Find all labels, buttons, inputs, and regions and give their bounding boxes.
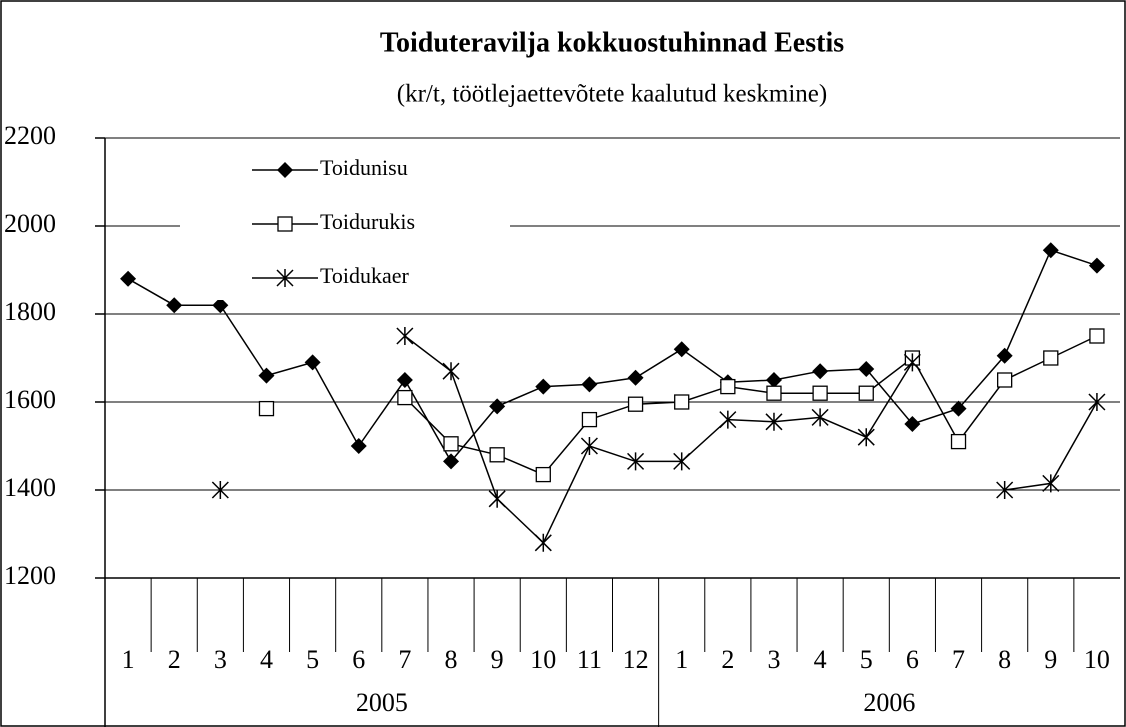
- point: [212, 297, 229, 314]
- point: [765, 372, 782, 388]
- x-tick-label: 2: [168, 645, 181, 674]
- x-tick-label: 8: [445, 645, 458, 674]
- legend-label: Toidukaer: [320, 263, 410, 288]
- legend-label: Toidurukis: [320, 209, 415, 234]
- point: [673, 341, 690, 358]
- point: [1042, 474, 1060, 493]
- x-tick-label: 8: [998, 645, 1011, 674]
- point: [166, 297, 183, 314]
- point: [904, 416, 921, 432]
- y-tick-label: 1600: [4, 385, 56, 414]
- point: [812, 363, 829, 380]
- x-tick-label: 5: [306, 645, 319, 674]
- x-tick-label: 11: [577, 645, 602, 674]
- point: [443, 453, 460, 470]
- y-tick-label: 2200: [4, 121, 56, 150]
- point: [950, 433, 967, 450]
- point: [627, 396, 644, 412]
- point: [950, 400, 967, 417]
- year-label: 2005: [356, 688, 408, 717]
- point: [627, 369, 644, 386]
- point: [396, 372, 413, 388]
- point: [1089, 328, 1105, 344]
- point: [812, 385, 828, 401]
- x-tick-label: 3: [767, 645, 780, 674]
- point: [858, 361, 875, 377]
- x-tick-label: 6: [352, 645, 365, 674]
- y-tick-label: 1800: [4, 297, 56, 326]
- x-tick-label: 12: [623, 645, 649, 674]
- series-line: [127, 249, 1098, 463]
- point: [397, 389, 413, 406]
- point: [258, 367, 275, 384]
- point: [719, 410, 737, 429]
- point: [996, 481, 1014, 499]
- x-tick-label: 9: [491, 645, 504, 674]
- point: [443, 436, 459, 452]
- x-tick-label: 2: [721, 645, 734, 674]
- point: [720, 378, 736, 395]
- point: [489, 398, 506, 415]
- point: [258, 400, 275, 417]
- point: [211, 481, 229, 499]
- point: [996, 347, 1013, 364]
- point: [857, 428, 875, 447]
- point: [674, 394, 690, 410]
- point: [1088, 257, 1105, 274]
- point: [581, 376, 598, 393]
- chart-subtitle: (kr/t, töötlejaettevõtete kaalutud keskm…: [397, 81, 827, 108]
- point: [304, 354, 321, 371]
- x-tick-label: 6: [906, 645, 919, 674]
- point: [627, 452, 645, 471]
- x-tick-label: 7: [398, 645, 411, 674]
- point: [535, 378, 552, 395]
- point: [1088, 393, 1106, 411]
- point: [858, 385, 874, 401]
- x-tick-label: 7: [952, 645, 965, 674]
- point: [673, 452, 691, 471]
- point: [396, 327, 414, 345]
- point: [1042, 242, 1059, 259]
- point: [581, 411, 598, 428]
- x-tick-label: 10: [530, 645, 556, 674]
- point: [766, 385, 782, 401]
- point: [488, 489, 506, 508]
- point: [765, 412, 783, 431]
- series-line: [404, 335, 1098, 476]
- x-tick-label: 1: [675, 645, 688, 674]
- point: [903, 353, 921, 372]
- point: [997, 372, 1013, 388]
- x-tick-label: 3: [214, 645, 227, 674]
- y-tick-label: 1200: [4, 561, 56, 590]
- legend-background: [180, 150, 510, 300]
- x-tick-label: 10: [1084, 645, 1110, 674]
- point: [534, 533, 552, 552]
- x-tick-label: 4: [260, 645, 273, 674]
- point: [489, 447, 505, 463]
- point: [350, 438, 367, 454]
- x-tick-label: 1: [122, 645, 135, 674]
- point: [277, 216, 293, 232]
- point: [276, 269, 294, 287]
- point: [277, 162, 293, 178]
- point: [535, 466, 551, 483]
- legend-label: Toidunisu: [320, 155, 408, 180]
- point: [580, 437, 598, 455]
- point: [811, 408, 829, 427]
- x-tick-label: 9: [1044, 645, 1057, 674]
- year-label: 2006: [863, 688, 915, 717]
- y-tick-label: 2000: [4, 209, 56, 238]
- chart-title: Toiduteravilja kokkuostuhinnad Eestis: [380, 27, 844, 58]
- x-tick-label: 4: [814, 645, 827, 674]
- point: [1043, 350, 1059, 366]
- point: [442, 362, 460, 381]
- x-tick-label: 5: [860, 645, 873, 674]
- y-tick-label: 1400: [4, 473, 56, 502]
- point: [120, 270, 137, 287]
